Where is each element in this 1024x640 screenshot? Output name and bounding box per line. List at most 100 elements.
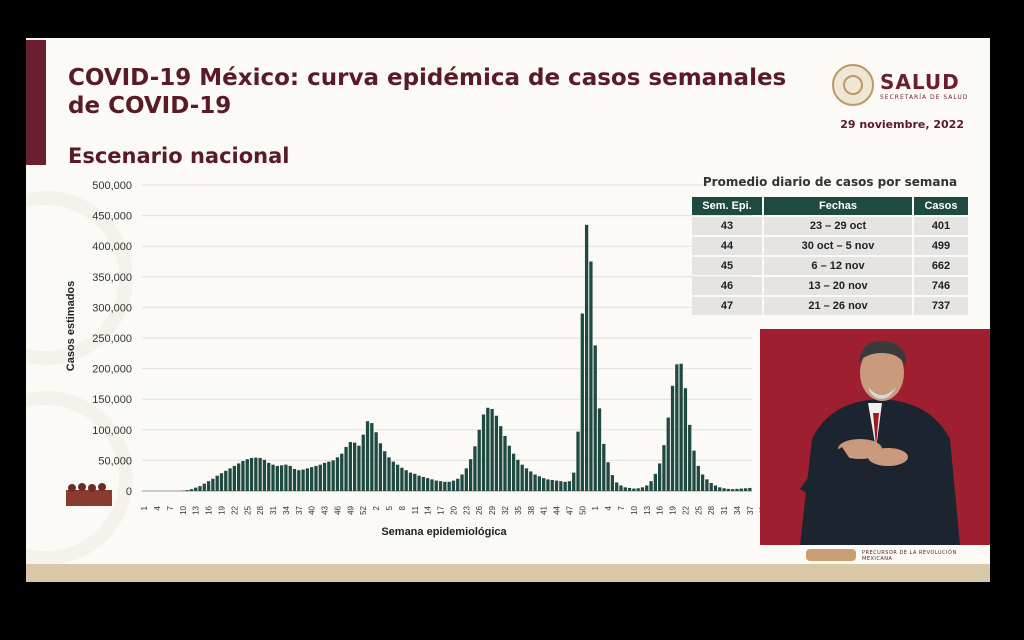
bar [292, 468, 297, 491]
bar [645, 485, 649, 491]
bar [688, 424, 692, 491]
bar [529, 471, 533, 491]
cell-dates: 23 – 29 oct [764, 217, 912, 235]
bottom-band [26, 564, 990, 582]
bar [696, 465, 700, 491]
x-tick-label: 52 [359, 505, 368, 514]
bar [610, 475, 615, 491]
bar [421, 476, 426, 491]
x-tick-label: 19 [217, 505, 226, 514]
x-tick-label: 19 [669, 505, 678, 514]
bar [593, 345, 597, 491]
x-tick-label: 1 [591, 505, 600, 510]
title-accent-bar [26, 40, 46, 165]
bar [640, 487, 645, 491]
bar [194, 487, 198, 491]
bar [499, 426, 503, 491]
table-title: Promedio diario de casos por semana [702, 175, 958, 189]
bar [623, 487, 627, 491]
bar [451, 480, 456, 491]
bar [481, 414, 486, 491]
bar [387, 457, 391, 491]
bar [318, 464, 322, 491]
bar [404, 470, 408, 491]
bar [713, 485, 718, 491]
bar [456, 478, 460, 491]
x-tick-label: 22 [230, 505, 239, 514]
header-fechas: Fechas [764, 197, 912, 215]
cell-week: 47 [692, 297, 762, 315]
y-tick-label: 200,000 [92, 364, 132, 376]
x-tick-label: 16 [656, 505, 665, 514]
bar [683, 388, 688, 491]
bar [748, 487, 752, 491]
bar [657, 463, 662, 491]
x-tick-label: 28 [707, 505, 716, 514]
bar [559, 481, 563, 491]
x-tick-label: 44 [553, 505, 562, 514]
bar [602, 443, 606, 491]
slide-title: COVID-19 México: curva epidémica de caso… [68, 65, 787, 119]
bar [357, 445, 361, 491]
y-tick-label: 450,000 [92, 211, 132, 223]
bar [739, 488, 743, 491]
x-tick-label: 26 [475, 505, 484, 514]
bar [438, 481, 443, 491]
bar [700, 474, 705, 491]
bar [597, 408, 602, 491]
cell-dates: 21 – 26 nov [764, 297, 912, 315]
bar [554, 480, 559, 491]
x-tick-label: 35 [514, 505, 523, 514]
bar [468, 459, 473, 491]
x-tick-label: 25 [694, 505, 703, 514]
bar [254, 457, 258, 491]
bar [262, 459, 267, 491]
x-tick-label: 38 [527, 505, 536, 514]
x-tick-label: 13 [643, 505, 652, 514]
x-tick-label: 32 [501, 505, 510, 514]
table-row: 44 30 oct – 5 nov 499 [692, 237, 968, 255]
bar [374, 432, 378, 491]
x-tick-label: 22 [681, 505, 690, 514]
bar [335, 457, 340, 491]
bar [352, 442, 357, 491]
bar [486, 407, 490, 491]
bar [206, 481, 211, 491]
x-tick-label: 5 [385, 505, 394, 510]
bar [567, 481, 572, 491]
bar [542, 478, 546, 491]
bar [473, 446, 477, 491]
cell-cases: 499 [914, 237, 968, 255]
table-row: 45 6 – 12 nov 662 [692, 257, 968, 275]
bar [430, 479, 434, 491]
bar [520, 464, 524, 491]
bar [211, 478, 215, 491]
bar [627, 487, 632, 491]
slide: COVID-19 México: curva epidémica de caso… [26, 38, 990, 582]
bar [267, 462, 271, 491]
bar [550, 479, 554, 491]
x-tick-label: 7 [166, 505, 175, 510]
x-tick-label: 37 [746, 505, 755, 514]
footer-figure-icon [806, 549, 856, 561]
cell-week: 43 [692, 217, 762, 235]
x-tick-label: 31 [720, 505, 729, 514]
bar [258, 457, 262, 491]
bar [383, 451, 387, 491]
bar [224, 470, 228, 491]
bar [215, 475, 219, 491]
bar [232, 465, 237, 491]
bar [653, 473, 657, 491]
x-tick-label: 46 [333, 505, 342, 514]
x-tick-label: 23 [462, 505, 471, 514]
bar [219, 473, 224, 491]
x-tick-label: 50 [578, 505, 587, 514]
cell-cases: 662 [914, 257, 968, 275]
revolution-heroes-icon [66, 483, 112, 506]
bar [511, 453, 516, 491]
salud-logo: SALUD SECRETARÍA DE SALUD [832, 64, 968, 106]
x-tick-label: 43 [321, 505, 330, 514]
bar [361, 434, 365, 491]
x-tick-label: 49 [346, 505, 355, 514]
cell-cases: 737 [914, 297, 968, 315]
